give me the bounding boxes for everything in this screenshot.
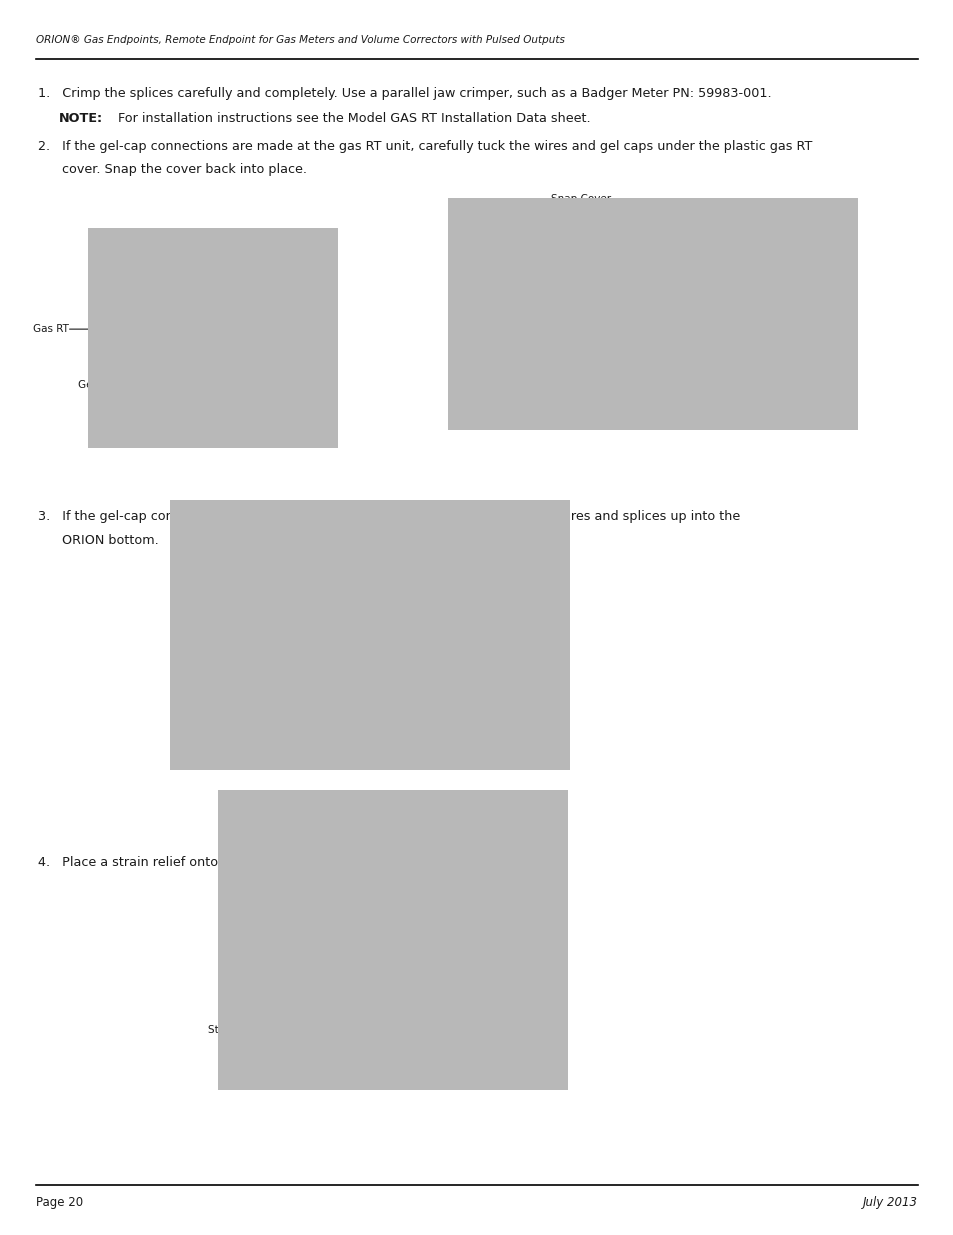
Text: ORION® Gas Endpoints, Remote Endpoint for Gas Meters and Volume Correctors with : ORION® Gas Endpoints, Remote Endpoint fo… <box>36 35 564 44</box>
Text: 1.   Crimp the splices carefully and completely. Use a parallel jaw crimper, suc: 1. Crimp the splices carefully and compl… <box>38 88 771 100</box>
Text: 2.   If the gel-cap connections are made at the gas RT unit, carefully tuck the : 2. If the gel-cap connections are made a… <box>38 140 812 153</box>
Text: July 2013: July 2013 <box>862 1197 917 1209</box>
Text: ORION bottom.: ORION bottom. <box>38 534 159 547</box>
Text: cover. Snap the cover back into place.: cover. Snap the cover back into place. <box>38 163 307 177</box>
Text: Strain Relief: Strain Relief <box>208 1025 272 1035</box>
Text: Gel-Cap Connections: Gel-Cap Connections <box>448 1046 558 1056</box>
Text: Page 20: Page 20 <box>36 1197 83 1209</box>
Text: For installation instructions see the Model GAS RT Installation Data sheet.: For installation instructions see the Mo… <box>110 112 590 125</box>
Text: Into Place: Into Place <box>551 210 602 220</box>
Text: Gas RT: Gas RT <box>33 324 70 335</box>
Text: Gel Caps: Gel Caps <box>78 380 125 390</box>
Text: Gel-Cap Connections: Gel-Cap Connections <box>176 590 286 600</box>
Text: Snap Cover: Snap Cover <box>551 194 611 204</box>
Text: 3.   If the gel-cap connections are made at the ORION remote endpoint, tuck the : 3. If the gel-cap connections are made a… <box>38 510 740 524</box>
Text: 4.   Place a strain relief onto one corner of the endpoint.: 4. Place a strain relief onto one corner… <box>38 857 397 869</box>
Text: NOTE:: NOTE: <box>59 112 103 125</box>
